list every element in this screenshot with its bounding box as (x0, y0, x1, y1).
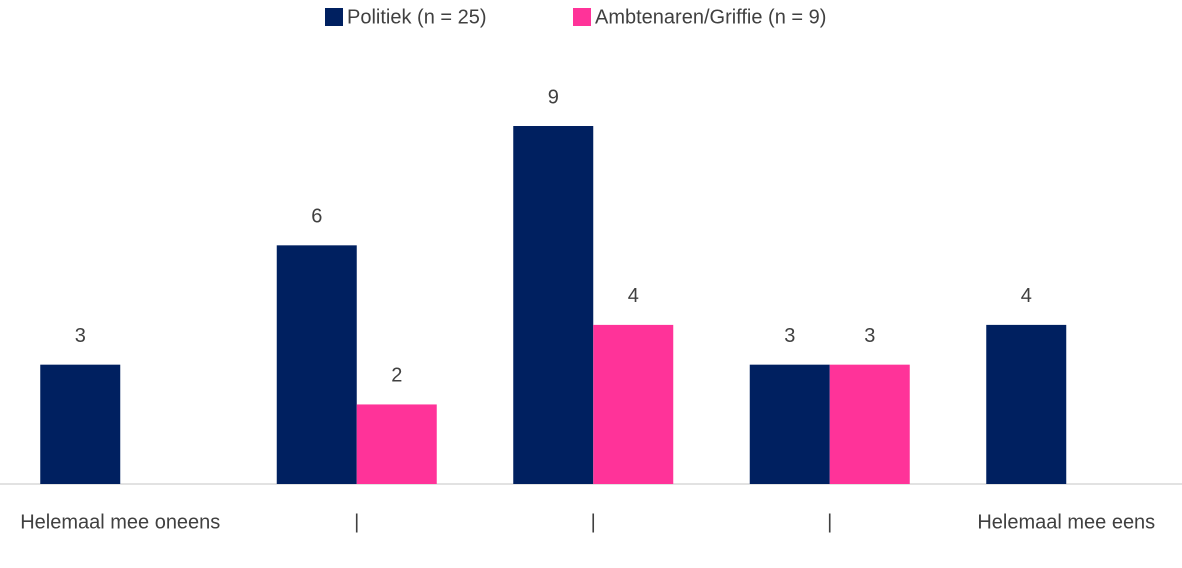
data-label: 3 (784, 325, 795, 347)
bar (749, 364, 830, 484)
bar (829, 364, 910, 484)
bar (986, 324, 1067, 484)
data-label: 3 (75, 325, 86, 347)
data-label: 3 (864, 325, 875, 347)
data-label: 9 (548, 86, 559, 108)
bar (40, 364, 121, 484)
data-label: 2 (391, 365, 402, 387)
legend-label: Ambtenaren/Griffie (n = 9) (595, 6, 826, 28)
x-tick-label: | (827, 511, 832, 533)
x-tick-label: | (354, 511, 359, 533)
data-label: 4 (628, 285, 639, 307)
bar (276, 245, 357, 484)
legend-swatch (573, 8, 591, 26)
x-tick-label: Helemaal mee oneens (20, 511, 220, 533)
legend-label: Politiek (n = 25) (347, 6, 487, 28)
data-label: 6 (311, 206, 322, 228)
bar (513, 126, 594, 484)
bar (593, 324, 674, 484)
x-tick-label: | (591, 511, 596, 533)
data-label: 4 (1021, 285, 1032, 307)
bar (356, 404, 437, 484)
x-tick-label: Helemaal mee eens (977, 511, 1155, 533)
legend-swatch (325, 8, 343, 26)
